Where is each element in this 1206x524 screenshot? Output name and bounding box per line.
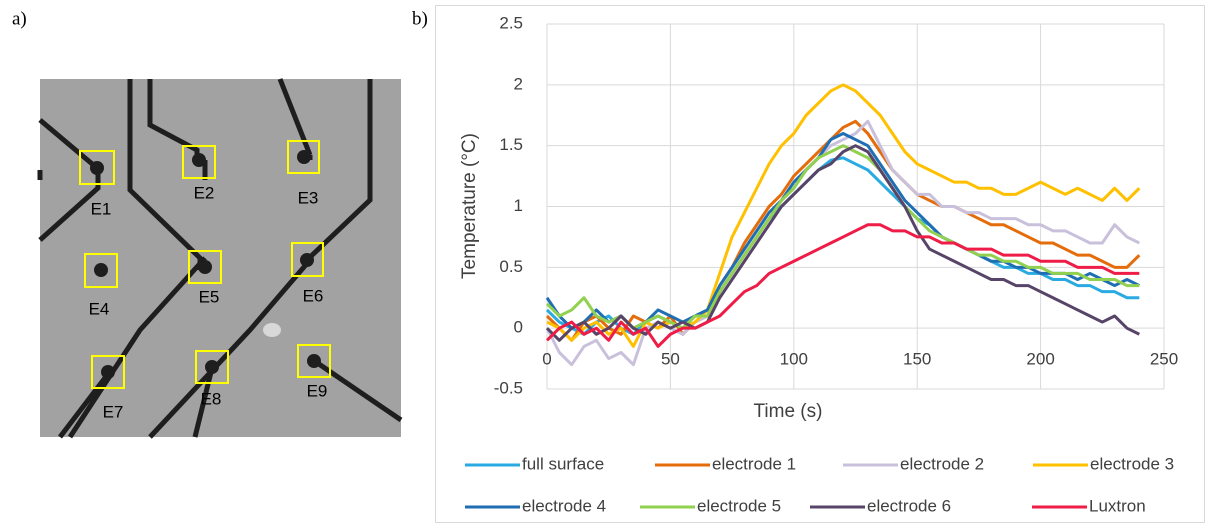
electrode-label: E8 bbox=[201, 389, 222, 408]
electrode-box bbox=[297, 344, 331, 378]
electrode-box bbox=[291, 242, 324, 277]
y-tick-label: 1.5 bbox=[499, 135, 523, 154]
electrode-box bbox=[195, 350, 229, 384]
series-line bbox=[546, 83, 1141, 348]
legend-label: electrode 4 bbox=[522, 496, 606, 515]
series-line bbox=[545, 144, 1140, 342]
y-tick-label: 1 bbox=[514, 196, 523, 215]
x-tick-label: 0 bbox=[542, 350, 551, 369]
x-tick-label: 50 bbox=[661, 350, 680, 369]
legend-label: electrode 5 bbox=[697, 496, 781, 515]
legend-label: electrode 6 bbox=[867, 496, 951, 515]
electrode-box bbox=[84, 253, 118, 288]
y-tick-label: 0.5 bbox=[499, 257, 523, 276]
y-tick-label: -0.5 bbox=[494, 378, 523, 397]
traces bbox=[37, 78, 403, 439]
x-axis-label: Time (s) bbox=[754, 401, 823, 422]
electrode-label: E4 bbox=[89, 299, 110, 318]
electrode-box bbox=[79, 150, 115, 185]
electrode-box bbox=[182, 145, 216, 179]
electrode-box bbox=[287, 140, 320, 174]
legend-label: electrode 1 bbox=[712, 454, 796, 473]
legend-label: electrode 2 bbox=[900, 454, 984, 473]
series-line bbox=[545, 223, 1140, 348]
x-tick-label: 150 bbox=[903, 350, 931, 369]
y-axis-label: Temperature (°C) bbox=[459, 133, 480, 279]
electrode-label: E7 bbox=[103, 402, 124, 421]
y-tick-label: 2 bbox=[514, 74, 523, 93]
series-line bbox=[545, 144, 1140, 330]
x-tick-label: 100 bbox=[780, 350, 808, 369]
y-tick-label: 0 bbox=[514, 318, 523, 337]
series-line bbox=[545, 156, 1140, 336]
electrode-label: E6 bbox=[303, 286, 324, 305]
panel-label: a) bbox=[12, 8, 27, 29]
electrode-box bbox=[91, 355, 125, 389]
chart-frame bbox=[435, 5, 1205, 523]
y-tick-label: 2.5 bbox=[499, 13, 523, 32]
electrode-label: E3 bbox=[298, 188, 319, 207]
electrode-label: E1 bbox=[91, 199, 112, 218]
legend-label: Luxtron bbox=[1089, 496, 1146, 515]
x-tick-label: 250 bbox=[1150, 350, 1178, 369]
legend-label: full surface bbox=[522, 454, 604, 473]
panel-label: b) bbox=[412, 8, 428, 29]
electrode-box bbox=[188, 250, 222, 284]
micrograph: E1 E2 E3 E4 E5 E6 E7 E8 E9 bbox=[37, 78, 403, 439]
legend-label: electrode 3 bbox=[1090, 454, 1174, 473]
electrode-label: E5 bbox=[199, 287, 220, 306]
electrode-label: E2 bbox=[194, 183, 215, 202]
electrode-label: E9 bbox=[307, 381, 328, 400]
x-tick-label: 200 bbox=[1026, 350, 1054, 369]
